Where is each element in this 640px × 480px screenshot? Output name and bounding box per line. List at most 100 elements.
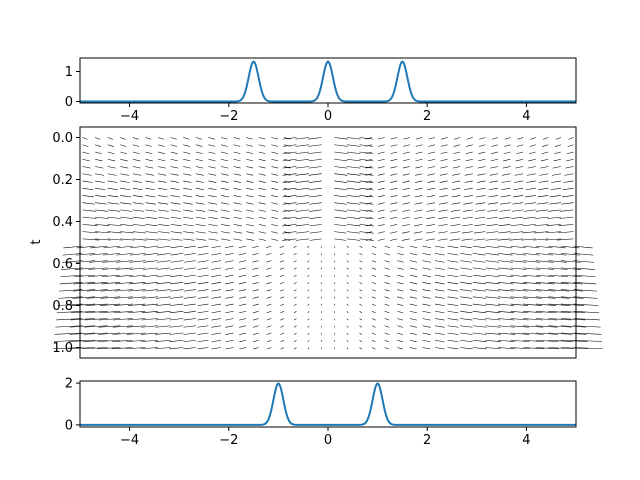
quiver-arrow bbox=[113, 303, 133, 306]
quiver-arrow bbox=[211, 325, 222, 328]
quiver-arrow bbox=[538, 187, 549, 191]
quiver-arrow bbox=[384, 340, 390, 343]
quiver-arrow bbox=[295, 231, 310, 234]
quiver-arrow bbox=[233, 238, 243, 241]
quiver-arrow bbox=[548, 245, 566, 249]
quiver-arrow bbox=[447, 267, 459, 270]
quiver-arrow bbox=[422, 303, 431, 306]
quiver-arrow bbox=[371, 245, 377, 248]
quiver-arrow bbox=[334, 158, 348, 162]
quiver-arrow bbox=[523, 216, 536, 219]
quiver-arrow bbox=[157, 137, 165, 140]
quiver-arrow bbox=[220, 180, 229, 183]
quiver-arrow bbox=[61, 267, 83, 270]
quiver-arrow bbox=[346, 318, 349, 321]
quiver-arrow bbox=[447, 245, 459, 249]
quiver-arrow bbox=[539, 173, 549, 176]
quiver-arrow bbox=[438, 231, 448, 234]
quiver-arrow bbox=[359, 267, 363, 270]
quiver-arrow bbox=[145, 238, 159, 241]
quiver-arrow bbox=[183, 231, 194, 234]
quiver-arrow bbox=[422, 289, 431, 292]
quiver-arrow bbox=[183, 282, 196, 285]
quiver-arrow bbox=[426, 224, 436, 227]
quiver-arrow bbox=[120, 238, 135, 241]
quiver-arrow bbox=[116, 253, 133, 256]
quiver-arrow bbox=[246, 151, 254, 154]
quiver-arrow bbox=[384, 303, 390, 306]
quiver-arrow bbox=[279, 253, 285, 256]
quiver-arrow bbox=[107, 180, 118, 183]
quiver-arrow bbox=[282, 180, 297, 183]
quiver-arrow bbox=[120, 151, 128, 154]
quiver-arrow bbox=[154, 347, 171, 350]
quiver-arrow bbox=[409, 245, 418, 249]
quiver-arrow bbox=[195, 187, 205, 191]
quiver-arrow bbox=[183, 144, 190, 147]
quiver-arrow bbox=[371, 274, 377, 277]
quiver-arrow bbox=[279, 245, 285, 248]
quiver-arrow bbox=[308, 180, 322, 183]
quiver-arrow bbox=[497, 245, 513, 249]
quiver-arrow bbox=[307, 253, 310, 256]
quiver-arrow bbox=[428, 137, 436, 140]
quiver-arrow bbox=[548, 332, 573, 335]
quiver-arrow bbox=[510, 267, 527, 270]
quiver-arrow bbox=[497, 274, 514, 277]
quiver-arrow bbox=[233, 224, 242, 227]
quiver-arrow bbox=[208, 238, 219, 241]
quiver-arrow bbox=[334, 151, 348, 154]
quiver-arrow bbox=[183, 339, 196, 342]
quiver-arrow bbox=[170, 238, 183, 241]
quiver-arrow bbox=[510, 253, 527, 256]
quiver-arrow bbox=[95, 238, 111, 241]
quiver-arrow bbox=[197, 274, 209, 277]
quiver-arrow bbox=[266, 253, 272, 256]
quiver-arrow bbox=[295, 180, 310, 183]
quiver-arrow bbox=[384, 325, 390, 328]
quiver-arrow bbox=[535, 253, 554, 256]
quiver-arrow bbox=[334, 224, 347, 227]
quiver-arrow bbox=[157, 166, 166, 169]
quiver-arrow bbox=[169, 347, 184, 350]
quiver-arrow bbox=[102, 253, 121, 256]
quiver-arrow bbox=[95, 209, 108, 212]
quiver-arrow bbox=[434, 260, 445, 263]
quiver-arrow bbox=[271, 209, 279, 212]
quiver-arrow bbox=[266, 347, 272, 350]
bottom-y-tick-label: 0 bbox=[65, 418, 73, 433]
quiver-arrow bbox=[120, 202, 132, 205]
quiver-arrow bbox=[500, 195, 511, 198]
quiver-arrow bbox=[497, 318, 515, 321]
quiver-arrow bbox=[82, 238, 99, 241]
quiver-arrow bbox=[75, 260, 96, 263]
quiver-arrow bbox=[97, 347, 121, 350]
quiver-arrow bbox=[359, 195, 374, 198]
quiver-arrow bbox=[156, 260, 171, 263]
quiver-arrow bbox=[309, 216, 322, 219]
quiver-arrow bbox=[402, 173, 410, 176]
quiver-arrow bbox=[86, 289, 108, 292]
quiver-arrow bbox=[258, 209, 266, 212]
quiver-arrow bbox=[516, 144, 524, 147]
quiver-arrow bbox=[509, 231, 524, 234]
quiver-arrow bbox=[252, 282, 259, 285]
quiver-arrow bbox=[107, 231, 123, 234]
quiver-arrow bbox=[384, 260, 390, 263]
quiver-arrow bbox=[402, 151, 410, 154]
quiver-arrow bbox=[426, 195, 436, 198]
quiver-arrow bbox=[83, 339, 108, 342]
quiver-arrow bbox=[307, 267, 310, 270]
top-density-line-0 bbox=[80, 60, 576, 103]
quiver-arrow bbox=[438, 216, 448, 219]
quiver-arrow bbox=[195, 137, 203, 140]
quiver-arrow bbox=[170, 158, 178, 162]
quiver-arrow bbox=[439, 180, 448, 183]
quiver-arrow bbox=[346, 347, 349, 350]
quiver-arrow bbox=[535, 260, 554, 263]
quiver-arrow bbox=[94, 151, 102, 155]
quiver-arrow bbox=[252, 260, 259, 263]
top-x-ticks: −4 −2 0 2 4 bbox=[120, 103, 531, 124]
quiver-arrow bbox=[126, 339, 146, 342]
quiver-arrow bbox=[211, 253, 222, 256]
